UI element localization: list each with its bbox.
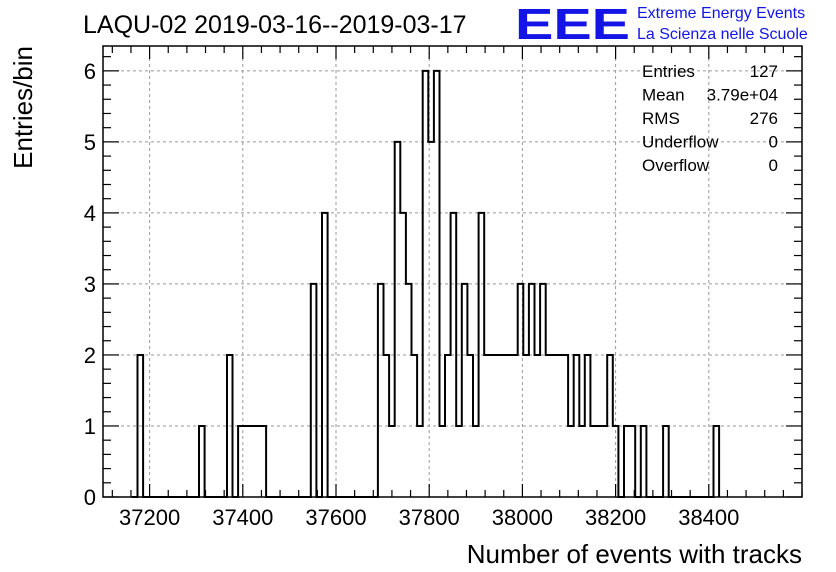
stat-value: 0 [769,156,778,175]
x-tick-label: 37600 [305,505,366,530]
eee-logo-mark: EEE [515,0,630,49]
y-tick-label: 1 [84,414,96,439]
chart-title: LAQU-02 2019-03-16--2019-03-17 [83,11,467,39]
histogram-series [131,69,721,498]
x-tick-label: 37800 [399,505,460,530]
y-tick-label: 0 [84,485,96,510]
y-tick-label: 3 [84,272,96,297]
stats-box: Entries 127 Mean 3.79e+04 RMS 276 Underflow 0 Ov… [642,62,778,175]
axis-ticks [103,46,803,498]
stat-value: 127 [750,62,778,81]
stat-value: 3.79e+04 [707,86,778,105]
tick-labels: 37200 37400 37600 37800 38000 38200 38400 0 1 2 3 4… [84,59,740,530]
y-axis-label: Entries/bin [8,46,38,169]
stat-value: 0 [769,133,778,152]
stat-label: Entries [642,62,695,81]
stat-value: 276 [750,109,778,128]
x-tick-label: 37400 [212,505,273,530]
y-tick-label: 2 [84,343,96,368]
x-axis-label: Number of events with tracks [467,539,802,569]
y-tick-label: 5 [84,130,96,155]
grid-lines [103,46,802,497]
logo-line-1: Extreme Energy Events [637,5,805,22]
stat-label: Overflow [642,156,710,175]
stat-label: Underflow [642,133,719,152]
x-tick-label: 38400 [678,505,739,530]
x-tick-label: 37200 [119,505,180,530]
stat-label: Mean [642,86,685,105]
y-tick-label: 4 [84,201,96,226]
x-tick-label: 38200 [585,505,646,530]
plot-frame [102,45,803,498]
x-tick-label: 38000 [492,505,553,530]
stat-label: RMS [642,109,680,128]
y-tick-label: 6 [84,59,96,84]
eee-logo: EEE Extreme Energy Events La Scienza nel… [515,0,808,49]
logo-line-2: La Scienza nelle Scuole [637,26,808,43]
